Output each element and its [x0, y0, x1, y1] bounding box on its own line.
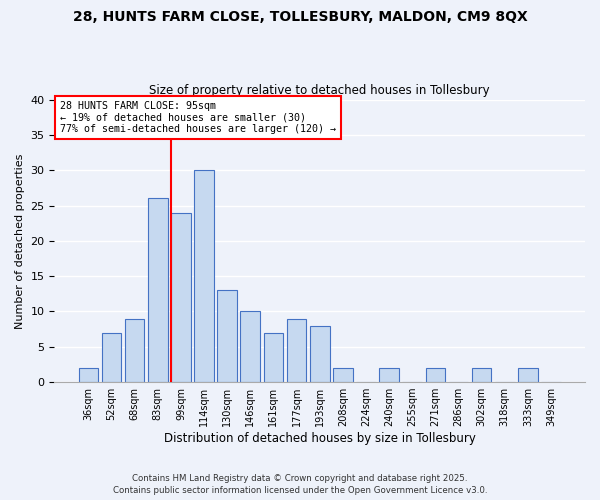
- Text: 28, HUNTS FARM CLOSE, TOLLESBURY, MALDON, CM9 8QX: 28, HUNTS FARM CLOSE, TOLLESBURY, MALDON…: [73, 10, 527, 24]
- Bar: [171, 212, 191, 382]
- X-axis label: Distribution of detached houses by size in Tollesbury: Distribution of detached houses by size …: [164, 432, 476, 445]
- Title: Size of property relative to detached houses in Tollesbury: Size of property relative to detached ho…: [149, 84, 490, 97]
- Bar: [79, 368, 98, 382]
- Bar: [241, 312, 260, 382]
- Bar: [148, 198, 167, 382]
- Bar: [287, 318, 307, 382]
- Bar: [518, 368, 538, 382]
- Bar: [194, 170, 214, 382]
- Text: 28 HUNTS FARM CLOSE: 95sqm
← 19% of detached houses are smaller (30)
77% of semi: 28 HUNTS FARM CLOSE: 95sqm ← 19% of deta…: [60, 101, 336, 134]
- Bar: [425, 368, 445, 382]
- Y-axis label: Number of detached properties: Number of detached properties: [15, 153, 25, 328]
- Bar: [217, 290, 237, 382]
- Text: Contains HM Land Registry data © Crown copyright and database right 2025.
Contai: Contains HM Land Registry data © Crown c…: [113, 474, 487, 495]
- Bar: [263, 332, 283, 382]
- Bar: [333, 368, 353, 382]
- Bar: [125, 318, 145, 382]
- Bar: [472, 368, 491, 382]
- Bar: [101, 332, 121, 382]
- Bar: [379, 368, 399, 382]
- Bar: [310, 326, 329, 382]
